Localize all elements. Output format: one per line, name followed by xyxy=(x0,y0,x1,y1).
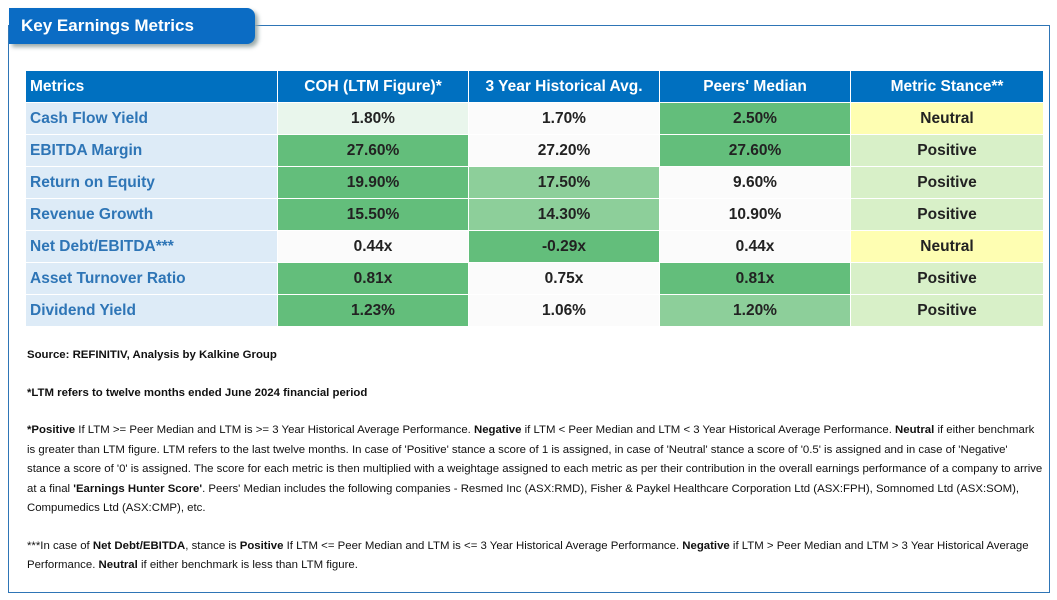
metrics-table: Metrics COH (LTM Figure)* 3 Year Histori… xyxy=(25,70,1044,327)
cell: 27.60% xyxy=(277,134,469,167)
cell: 0.75x xyxy=(468,262,660,295)
column-header: Metric Stance** xyxy=(850,70,1044,103)
cell: 19.90% xyxy=(277,166,469,199)
source-note: Source: REFINITIV, Analysis by Kalkine G… xyxy=(27,346,1043,366)
frame xyxy=(8,25,1050,593)
note-text: if LTM < Peer Median and LTM < 3 Year Hi… xyxy=(521,424,896,436)
cell: 10.90% xyxy=(659,198,851,231)
note-text: ***In case of xyxy=(27,539,93,552)
header-row: Metrics COH (LTM Figure)* 3 Year Histori… xyxy=(25,70,1044,103)
cell: 1.06% xyxy=(468,294,660,327)
cell: Positive xyxy=(850,134,1044,167)
cell: 1.70% xyxy=(468,102,660,135)
cell: Dividend Yield xyxy=(25,294,278,327)
column-header: 3 Year Historical Avg. xyxy=(468,70,660,103)
header-title: Key Earnings Metrics xyxy=(9,8,255,44)
row: Revenue Growth 15.50% 14.30% 10.90% Positive xyxy=(25,198,1044,231)
note-text: *LTM refers to twelve months ended June … xyxy=(27,386,368,399)
cell: Neutral xyxy=(850,102,1044,135)
ltm-note: *LTM refers to twelve months ended June … xyxy=(27,384,1043,404)
column-header: COH (LTM Figure)* xyxy=(277,70,469,103)
row: Asset Turnover Ratio 0.81x 0.75x 0.81x Posit… xyxy=(25,262,1044,295)
cell: Neutral xyxy=(850,230,1044,263)
cell: 1.23% xyxy=(277,294,469,327)
note-text: if LTM > Peer Median and LTM > 3 Year Hi… xyxy=(27,539,1029,572)
cell: 0.81x xyxy=(659,262,851,295)
note-text: Net Debt/EBITDA xyxy=(92,539,186,552)
cell: 27.20% xyxy=(468,134,660,167)
row: Dividend Yield 1.23% 1.06% 1.20% Positive xyxy=(25,294,1044,327)
cell: Positive xyxy=(850,198,1044,231)
note-text: , stance is xyxy=(185,539,240,552)
row: EBITDA Margin 27.60% 27.20% 27.60% Positive xyxy=(25,134,1044,167)
cell: Cash Flow Yield xyxy=(25,102,278,135)
note-text: Source: REFINITIV, Analysis by Kalkine G… xyxy=(27,349,277,361)
net-debt-note: ***In case of Net Debt/EBITDA, stance is… xyxy=(27,537,1043,576)
cell: 0.81x xyxy=(277,262,469,295)
column-header: Peers' Median xyxy=(659,70,851,103)
column-header: Metrics xyxy=(25,70,278,103)
cell: -0.29x xyxy=(468,230,660,263)
row: Return on Equity 19.90% 17.50% 9.60% Positiv… xyxy=(25,166,1044,199)
cell: 17.50% xyxy=(468,166,660,199)
note-text: Negative xyxy=(474,424,522,436)
note-text: if either benchmark is greater than LTM … xyxy=(27,424,1043,495)
notes: Source: REFINITIV, Analysis by Kalkine G… xyxy=(27,346,1043,594)
note-text: If LTM <= Peer Median and LTM is <= 3 Ye… xyxy=(283,539,683,552)
cell: 14.30% xyxy=(468,198,660,231)
cell: 27.60% xyxy=(659,134,851,167)
cell: Return on Equity xyxy=(25,166,278,199)
note-text: if either benchmark is less than LTM fig… xyxy=(137,559,358,571)
cell: Positive xyxy=(850,262,1044,295)
note-text: Neutral xyxy=(98,559,138,571)
stance-note: *Positive If LTM >= Peer Median and LTM … xyxy=(27,421,1043,519)
cell: Asset Turnover Ratio xyxy=(25,262,278,295)
note-text: Positive xyxy=(239,539,284,552)
cell: Net Debt/EBITDA*** xyxy=(25,230,278,263)
note-text: Neutral xyxy=(895,424,935,436)
row: Net Debt/EBITDA*** 0.44x -0.29x 0.44x Neutra… xyxy=(25,230,1044,263)
cell: 1.80% xyxy=(277,102,469,135)
note-text: . Peers' Median includes the following c… xyxy=(27,482,1020,515)
cell: 0.44x xyxy=(659,230,851,263)
note-text: *Positive xyxy=(27,424,76,436)
cell: 1.20% xyxy=(659,294,851,327)
note-text: If LTM >= Peer Median and LTM is >= 3 Ye… xyxy=(75,424,474,436)
note-text: 'Earnings Hunter Score' xyxy=(73,482,203,495)
cell: Positive xyxy=(850,294,1044,327)
cell: 0.44x xyxy=(277,230,469,263)
cell: 9.60% xyxy=(659,166,851,199)
cell: EBITDA Margin xyxy=(25,134,278,167)
note-text: Negative xyxy=(682,539,730,552)
cell: Revenue Growth xyxy=(25,198,278,231)
row: Cash Flow Yield 1.80% 1.70% 2.50% Neutral xyxy=(25,102,1044,135)
cell: 15.50% xyxy=(277,198,469,231)
cell: 2.50% xyxy=(659,102,851,135)
cell: Positive xyxy=(850,166,1044,199)
